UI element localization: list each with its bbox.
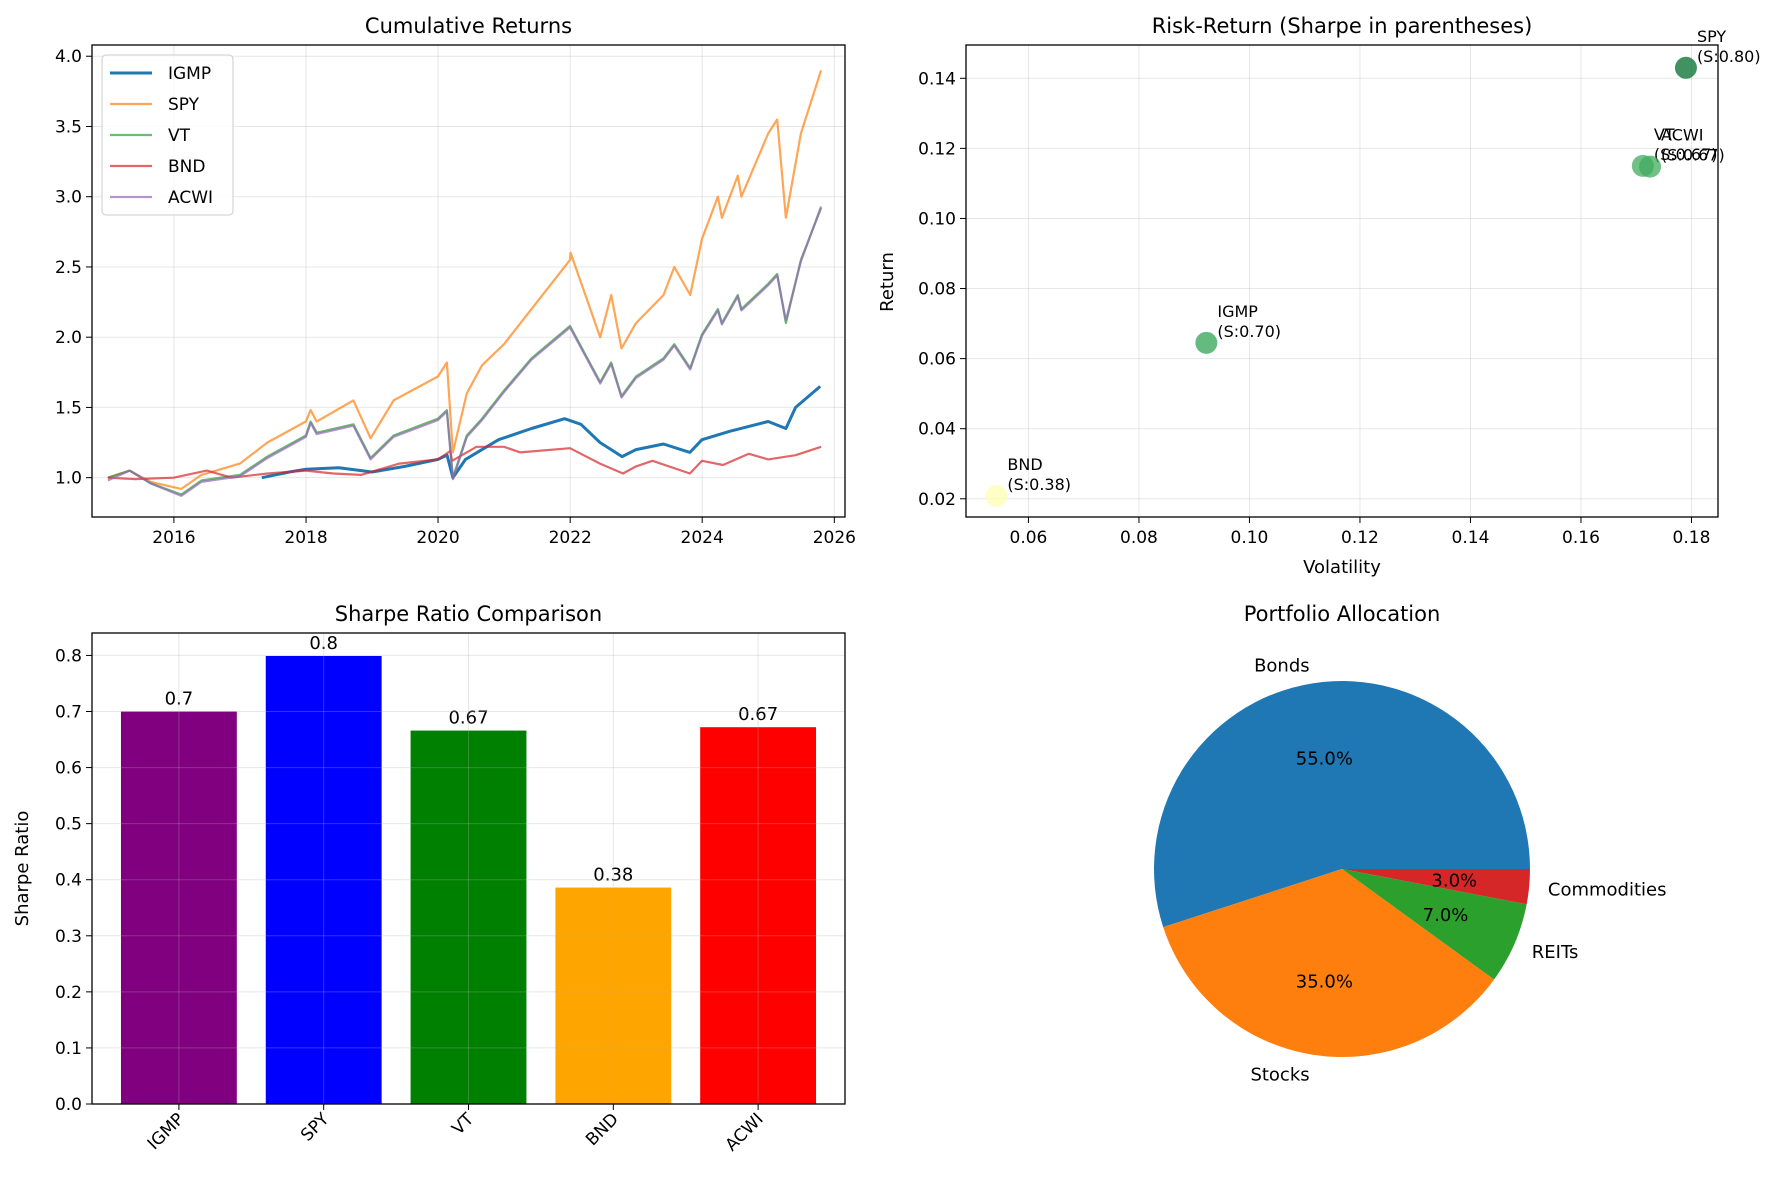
bar-vt <box>410 730 527 1104</box>
y-axis-label: Return <box>877 252 898 312</box>
pie-slice-stocks <box>1163 869 1495 1058</box>
y-tick-label: 2.5 <box>55 258 82 278</box>
point-label-name: VT <box>1654 125 1675 144</box>
y-tick-label: 0.14 <box>918 69 956 89</box>
legend-label: SPY <box>168 95 200 115</box>
y-tick-label: 0.04 <box>918 420 956 440</box>
chart-title: Portfolio Allocation <box>1244 602 1441 626</box>
x-tick-label: 0.12 <box>1341 528 1379 548</box>
y-tick-label: 0.10 <box>918 209 956 229</box>
y-tick-label: 0.08 <box>918 280 956 300</box>
legend-label: IGMP <box>168 64 211 84</box>
y-tick-label: 1.0 <box>55 469 82 489</box>
point-label-name: ACWI <box>1661 126 1703 145</box>
pie-percent-label: 55.0% <box>1296 749 1353 770</box>
bar-acwi <box>700 727 817 1104</box>
risk-return-frame <box>965 44 1719 518</box>
legend-label: ACWI <box>168 188 213 208</box>
pie-slice-reits <box>1342 869 1527 980</box>
pie-category-label: Commodities <box>1548 879 1667 900</box>
point-label-sharpe: (S:0.67) <box>1661 146 1725 165</box>
series-line-bnd <box>107 445 822 481</box>
y-tick-label: 0.6 <box>55 759 82 779</box>
bar-value-label: 0.67 <box>738 704 778 725</box>
bar-bnd <box>555 887 672 1104</box>
y-tick-label: 0.06 <box>918 350 956 370</box>
y-tick-label: 2.0 <box>55 328 82 348</box>
bar-value-label: 0.7 <box>165 689 194 710</box>
scatter-point-igmp <box>1195 331 1218 354</box>
y-tick-label: 0.3 <box>55 927 82 947</box>
y-axis-label: Sharpe Ratio <box>12 811 33 927</box>
x-tick-label: 0.10 <box>1231 528 1269 548</box>
cumulative-returns-panel: 2016 2018 2020 2022 2024 2026 1.0 1.5 2.0 2.5 3.0 3… <box>55 14 856 548</box>
bar-value-label: 0.38 <box>593 865 633 886</box>
chart-title: Sharpe Ratio Comparison <box>335 602 602 626</box>
pie-percent-label: 7.0% <box>1423 905 1469 926</box>
x-axis-label: Volatility <box>1303 557 1381 578</box>
x-tick-label: 2016 <box>152 528 195 548</box>
x-tick-label: 0.06 <box>1010 528 1048 548</box>
sharpe-ratio-frame <box>91 632 846 1105</box>
pie-percent-label: 3.0% <box>1431 871 1477 892</box>
cumulative-returns-frame <box>91 44 846 518</box>
y-tick-label: 0.2 <box>55 983 82 1003</box>
x-tick-label: 2022 <box>549 528 592 548</box>
y-tick-label: 0.5 <box>55 815 82 835</box>
y-tick-label: 0.02 <box>918 490 956 510</box>
chart-title: Risk-Return (Sharpe in parentheses) <box>1152 14 1533 38</box>
x-tick-label: 0.18 <box>1673 528 1711 548</box>
point-label-sharpe: (S:0.80) <box>1697 47 1761 66</box>
chart-title: Cumulative Returns <box>365 14 572 38</box>
pie-category-label: Bonds <box>1254 656 1310 677</box>
risk-return-panel: 0.06 0.08 0.10 0.12 0.14 0.16 0.18 0.02 0.04 0.06… <box>877 14 1761 578</box>
y-tick-label: 4.0 <box>55 47 82 67</box>
bar-igmp <box>120 711 237 1104</box>
portfolio-allocation-panel: 55.0% Bonds 35.0% Stocks 7.0% REITs 3.0% Commod… <box>1154 602 1666 1085</box>
legend: IGMP SPY VT BND ACWI <box>101 54 234 216</box>
legend-box <box>101 54 234 216</box>
pie-slice-commodities <box>1342 869 1530 905</box>
point-label-sharpe: (S:0.67) <box>1654 145 1718 164</box>
y-tick-label: 0.8 <box>55 646 82 666</box>
x-tick-label: 0.14 <box>1452 528 1490 548</box>
pie-category-label: REITs <box>1532 942 1579 963</box>
legend-label: VT <box>168 126 191 146</box>
pie-category-label: Stocks <box>1250 1064 1309 1085</box>
scatter-point-acwi <box>1639 155 1662 178</box>
bar-spy <box>265 655 382 1104</box>
y-tick-label: 0.1 <box>55 1039 82 1059</box>
x-tick-label: 2026 <box>813 528 856 548</box>
legend-label: BND <box>168 157 205 177</box>
point-label-sharpe: (S:0.38) <box>1007 475 1071 494</box>
pie-percent-label: 35.0% <box>1296 971 1353 992</box>
x-tick-label: 2020 <box>416 528 459 548</box>
x-tick-label: 2018 <box>284 528 327 548</box>
y-tick-label: 3.0 <box>55 188 82 208</box>
series-line-acwi <box>107 206 823 497</box>
point-label-sharpe: (S:0.70) <box>1217 322 1281 341</box>
scatter-point-spy <box>1674 56 1697 79</box>
y-tick-label: 0.12 <box>918 139 956 159</box>
bar-value-label: 0.67 <box>448 708 488 729</box>
x-tick-label: 2024 <box>681 528 724 548</box>
point-label-name: SPY <box>1697 27 1726 46</box>
y-tick-label: 1.5 <box>55 398 82 418</box>
point-label-name: BND <box>1007 455 1042 474</box>
x-tick-label: 0.16 <box>1562 528 1600 548</box>
pie-slice-bonds <box>1154 681 1530 928</box>
y-tick-label: 0.7 <box>55 703 82 723</box>
y-tick-label: 0.0 <box>55 1095 82 1115</box>
x-tick-label: 0.08 <box>1120 528 1158 548</box>
y-tick-label: 0.4 <box>55 871 82 891</box>
y-tick-label: 3.5 <box>55 117 82 137</box>
series-line-spy <box>107 69 823 490</box>
scatter-point-bnd <box>985 484 1008 507</box>
bar-value-label: 0.8 <box>309 633 338 654</box>
point-label-name: IGMP <box>1217 302 1258 321</box>
